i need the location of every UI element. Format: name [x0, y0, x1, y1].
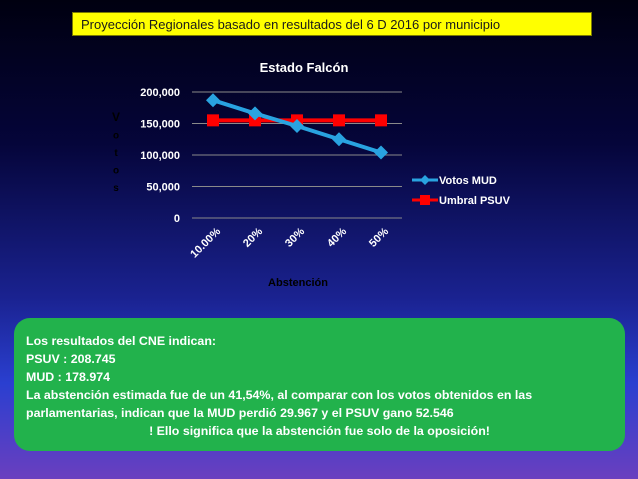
- legend-label: Votos MUD: [439, 175, 497, 187]
- y-tick-label: 150,000: [140, 119, 180, 131]
- y-axis-label-letter: V: [112, 110, 120, 124]
- info-line-mud: MUD : 178.974: [26, 370, 111, 384]
- legend-marker: [420, 175, 430, 185]
- slide-title-banner: Proyección Regionales basado en resultad…: [72, 12, 592, 36]
- y-tick-labels: 0 50,000 100,000 150,000 200,000: [140, 87, 180, 225]
- results-info-box: Los resultados del CNE indican: PSUV : 2…: [14, 318, 625, 451]
- y-axis-label-letter: o: [113, 131, 119, 142]
- y-axis-label: Votos: [112, 110, 120, 194]
- data-point: [374, 145, 388, 160]
- info-line-psuv: PSUV : 208.745: [26, 352, 116, 366]
- x-tick-label: 30%: [283, 225, 307, 249]
- legend-marker: [420, 195, 430, 205]
- data-point: [248, 106, 262, 121]
- data-point: [207, 114, 219, 127]
- info-line-abstention: La abstención estimada fue de un 41,54%,…: [26, 388, 533, 420]
- slide-title-text: Proyección Regionales basado en resultad…: [81, 17, 501, 32]
- chart-title: Estado Falcón: [260, 60, 349, 75]
- y-tick-label: 0: [174, 213, 180, 225]
- y-tick-label: 100,000: [140, 150, 180, 162]
- x-tick-label: 20%: [241, 225, 265, 249]
- data-point: [332, 132, 346, 147]
- x-tick-labels: 10.00% 20% 30% 40% 50%: [188, 225, 391, 260]
- x-tick-label: 10.00%: [188, 225, 223, 260]
- line-chart: Estado Falcón Votos 050,000100,000150,00…: [111, 60, 511, 289]
- legend: Votos MUD Umbral PSUV: [412, 175, 511, 207]
- data-point: [333, 114, 345, 127]
- data-point: [375, 114, 387, 127]
- y-axis-label-letter: t: [114, 148, 118, 159]
- series-lines: [206, 93, 388, 160]
- y-tick-label: 50,000: [146, 182, 180, 194]
- x-axis-label: Abstención: [268, 277, 328, 289]
- x-tick-label: 50%: [367, 225, 391, 249]
- data-point: [290, 119, 304, 134]
- info-line-intro: Los resultados del CNE indican:: [26, 334, 217, 348]
- info-line-conclusion: ! Ello significa que la abstención fue s…: [149, 424, 490, 438]
- legend-label: Umbral PSUV: [439, 195, 511, 207]
- y-axis-label-letter: s: [113, 183, 119, 194]
- gridlines: [192, 91, 402, 219]
- data-point: [206, 93, 220, 108]
- y-tick-label: 200,000: [140, 87, 180, 99]
- x-tick-label: 40%: [325, 225, 349, 249]
- y-axis-label-letter: o: [113, 166, 119, 177]
